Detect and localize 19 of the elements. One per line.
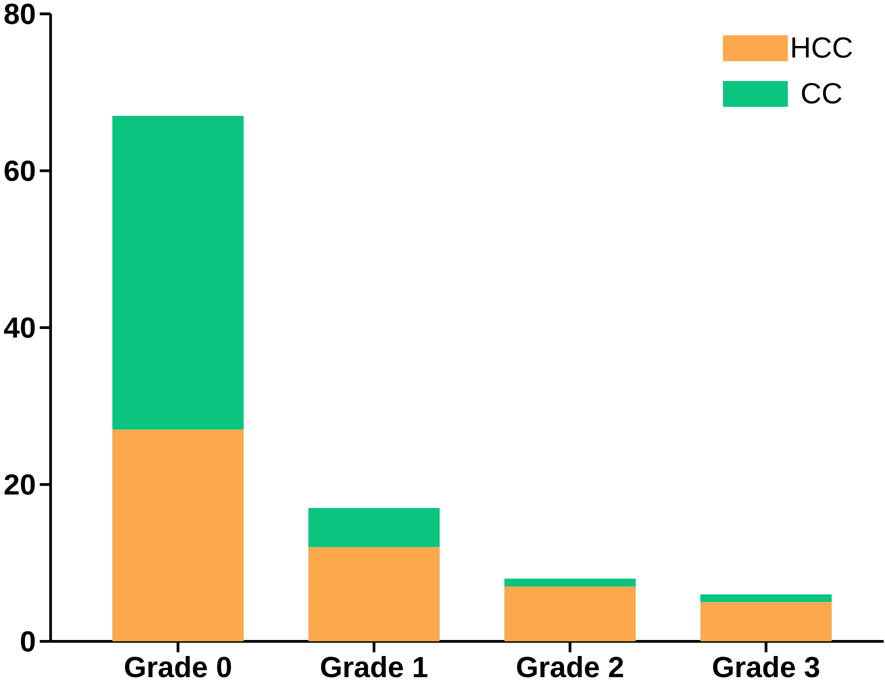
- y-tick-label: 0: [20, 631, 35, 652]
- y-tick-label: 40: [4, 317, 35, 338]
- bar: [700, 594, 832, 602]
- legend-label: CC: [802, 82, 842, 104]
- bar: [700, 602, 832, 642]
- x-tick-label: Grade 2: [517, 656, 624, 678]
- x-tick-label: Grade 0: [125, 656, 231, 678]
- x-tick-label: Grade 3: [713, 656, 820, 678]
- x-tick-label: Grade 1: [321, 656, 428, 678]
- bar: [112, 430, 244, 642]
- bar: [504, 578, 636, 586]
- y-tick-label: 80: [4, 4, 35, 24]
- legend-label: HCC: [792, 37, 852, 58]
- y-tick-label: 60: [4, 160, 35, 182]
- bar: [308, 547, 440, 642]
- bar: [112, 116, 244, 430]
- y-tick-label: 20: [4, 474, 35, 495]
- bar: [504, 586, 636, 642]
- bar: [308, 508, 440, 548]
